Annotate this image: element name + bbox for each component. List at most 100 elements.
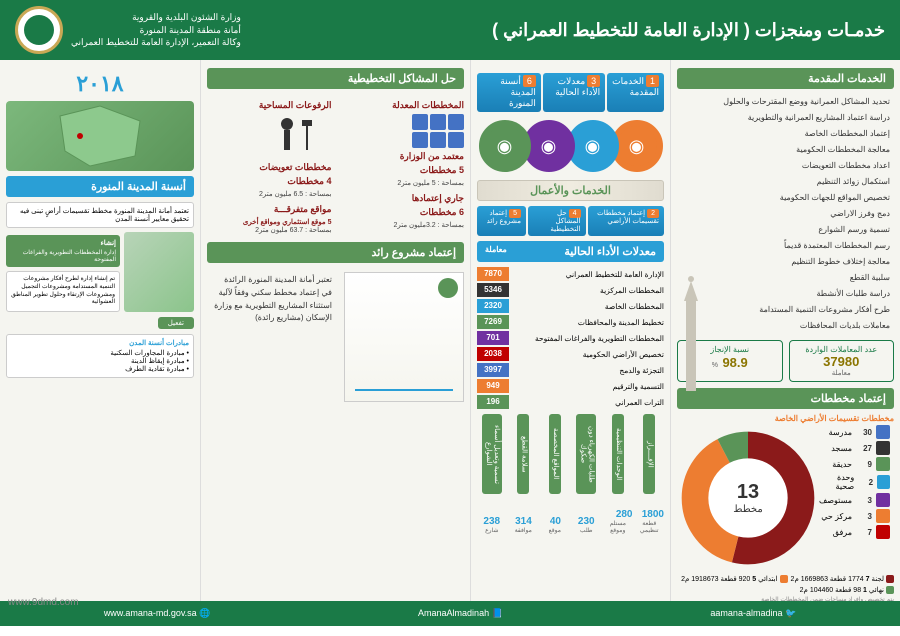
perf-title: معدلات الأداء الحاليةمعاملة (477, 241, 664, 262)
p1-val: 5 مخططات (340, 165, 465, 176)
vertical-stat: سلامة القطع314موافقة (509, 414, 539, 534)
header-bar: خدمـات ومنجزات ( الإدارة العامة للتخطيط … (0, 0, 900, 60)
category-row: 30مدرسة (819, 425, 894, 439)
vertical-stat: طلبات الكهرباء دون صكوك230طلب (572, 414, 602, 534)
problems-title: حل المشاكل التخطيطية (207, 68, 464, 89)
kpi-unit: معاملة (794, 369, 890, 377)
service-item: رسم المخططات المعتمدة قديماً (677, 238, 894, 254)
nav-chip[interactable]: 1الخدمات المقدمة (607, 73, 664, 112)
saudi-map (6, 101, 194, 171)
dept-line: وكالة التعمير، الإدارة العامة للتخطيط ال… (71, 36, 241, 49)
p3-sub: جاري إعتمادها (340, 193, 465, 204)
watermark: www.9dmd.com (8, 597, 79, 608)
vertical-stat: الإفــــراز1800قطعة تنظيمي (635, 414, 665, 534)
p4-val: 5 موقع استثماري ومواقع أخرى (207, 218, 332, 226)
kpi-unit: % (712, 362, 718, 369)
services-column: الخدمات المقدمة تحديد المشاكل العمرانية … (670, 60, 900, 601)
perf-row: تخطيط المدينة والمحافظات7269 (477, 315, 664, 329)
nav-chip[interactable]: 4حل المشاكل التخطيطية (528, 206, 586, 236)
create-body: تم إنشاء إدارة لطرح أفكار مشروعات التنمي… (6, 271, 120, 312)
nav-chip[interactable]: 3معدلات الأداء الحالية (543, 73, 605, 112)
p4-area: بمساحة : 63.7 مليون متر2 (207, 226, 332, 234)
p2-sub: مخططات تعويضات (207, 162, 332, 173)
nav-chip[interactable]: 6أنسنة المدينة المنورة (477, 73, 541, 112)
create-box: إنشاء إدارة المخططات التطويرية والفراغات… (6, 235, 120, 267)
category-row: 2وحدة صحية (819, 473, 894, 491)
perf-row: تخصيص الأراضي الحكومية2038 (477, 347, 664, 361)
services-banner: الخدمات والأعمال (477, 180, 664, 201)
service-item: تسمية ورسم الشوارع (677, 222, 894, 238)
main-area: الخدمات المقدمة تحديد المشاكل العمرانية … (0, 60, 900, 601)
legend-item: نهائي 1 98 قطعة 104460 م2 (800, 586, 894, 594)
service-item: اعداد مخططات التعويضات (677, 158, 894, 174)
initiatives-box: مبادرات أنسنة المدن • مبادرة المجاورات ا… (6, 334, 194, 378)
service-item: معالجة إختلاف خطوط التنظيم (677, 254, 894, 270)
project-body: تعتبر أمانة المدينة المنورة الرائدة في إ… (207, 268, 338, 402)
performance-column: 1الخدمات المقدمة3معدلات الأداء الحالية6أ… (470, 60, 670, 601)
twitter-handle[interactable]: 🐦 aamana-almadina (710, 608, 796, 619)
legend-item: ابتدائي 5 920 قطعة 1918673 م2 (681, 575, 787, 583)
surveyor-icon (272, 114, 332, 154)
survey-title: الرفوعات المساحية (207, 100, 332, 111)
perf-row: الإدارة العامة للتخطيط العمراني7870 (477, 267, 664, 281)
amana-line: أمانة منطقة المدينة المنورة (71, 24, 241, 37)
category-row: 7مرفق (819, 525, 894, 539)
p1-area: بمساحة : 5 مليون متر2 (340, 179, 465, 187)
plans-donut: 13 مخطط (678, 428, 818, 568)
category-row: 3مستوصف (819, 493, 894, 507)
perf-row: المخططات المركزية5346 (477, 283, 664, 297)
donut-number: 13 (733, 481, 763, 504)
initiative-item: • مبادرة المجاورات السكنية (11, 349, 189, 357)
nav-circle[interactable]: ◉ (479, 120, 531, 172)
ministry-line: وزارة الشئون البلدية والقروية (71, 11, 241, 24)
service-item: معالجة المخططات الحكومية (677, 142, 894, 158)
perf-row: الترات العمراني196 (477, 395, 664, 409)
document-image (344, 272, 464, 402)
p1-sub: معتمد من الوزارة (340, 151, 465, 162)
service-item: إعتماد المخططات الخاصة (677, 126, 894, 142)
plan-image (124, 232, 194, 312)
humanization-column: ٢٠١٨ أنسنة المدينة المنورة تعتمد أمانة ا… (0, 60, 200, 601)
problems-column: حل المشاكل التخطيطية المخططات المعدلة مع… (200, 60, 470, 601)
plans-title: إعتماد مخططات (677, 388, 894, 409)
nav-chip[interactable]: 2إعتماد مخططات تقسيمات الأراضي (588, 206, 664, 236)
service-item: دمج وفرز الاراضي (677, 206, 894, 222)
vertical-stat: تسمية وتعديل أسماء الشوارع238شارع (477, 414, 507, 534)
service-item: دراسة طلبات الأنشطة (677, 286, 894, 302)
category-row: 3مركز حي (819, 509, 894, 523)
p4-sub: مواقع متفرقـــة (207, 204, 332, 215)
services-title: الخدمات المقدمة (677, 68, 894, 89)
p3-val: 6 مخططات (340, 207, 465, 218)
page-title: خدمـات ومنجزات ( الإدارة العامة للتخطيط … (492, 20, 885, 41)
footer-bar: 🐦 aamana-almadina 📘 AmanaAlmadinah 🌐 www… (0, 601, 900, 626)
service-item: معاملات بلديات المحافظات (677, 318, 894, 334)
activate-chip: تفعيل (158, 317, 194, 329)
plans-subtitle: مخططات تقسيمات الأراضي الخاصة (677, 414, 894, 423)
donut-label: مخطط (733, 504, 763, 515)
kpi-value: 98.9 (722, 355, 747, 370)
human-title: أنسنة المدينة المنورة (6, 176, 194, 197)
p2-val: 4 مخططات (207, 176, 332, 187)
modified-plans-title: المخططات المعدلة (340, 100, 465, 111)
service-item: تخصيص المواقع للجهات الحكومية (677, 190, 894, 206)
category-row: 9حديقة (819, 457, 894, 471)
kpi-transactions: عدد المعاملات الواردة 37980 معاملة (789, 340, 895, 382)
legend-item: لجنة 7 1774 قطعة 1669863 م2 (791, 575, 894, 583)
initiative-item: • مبادرة تقادية الطرف (11, 365, 189, 373)
intro-box: تعتمد أمانة المدينة المنورة مخطط تقسيمات… (6, 202, 194, 228)
service-item: تحديد المشاكل العمرانية ووضع المقترحات و… (677, 94, 894, 110)
logo (15, 6, 63, 54)
kpi-label: عدد المعاملات الواردة (794, 345, 890, 354)
perf-row: المخططات التطويرية والفراغات المفتوحة701 (477, 331, 664, 345)
perf-row: التجزئة والدمج3997 (477, 363, 664, 377)
nav-chip[interactable]: 5إعتماد مشروع رائد (477, 206, 526, 236)
website-link[interactable]: 🌐 www.amana-md.gov.sa (104, 608, 211, 619)
category-row: 27مسجد (819, 441, 894, 455)
facebook-handle[interactable]: 📘 AmanaAlmadinah (418, 608, 503, 619)
year-badge: ٢٠١٨ (6, 71, 194, 97)
vertical-stat: المواقع المخصصة40موقع (540, 414, 570, 534)
service-item: استكمال زوائد التنظيم (677, 174, 894, 190)
service-item: طرح أفكار مشروعات التنمية المستدامة (677, 302, 894, 318)
header-org: وزارة الشئون البلدية والقروية أمانة منطق… (71, 11, 241, 49)
perf-row: المخططات الخاصة2320 (477, 299, 664, 313)
